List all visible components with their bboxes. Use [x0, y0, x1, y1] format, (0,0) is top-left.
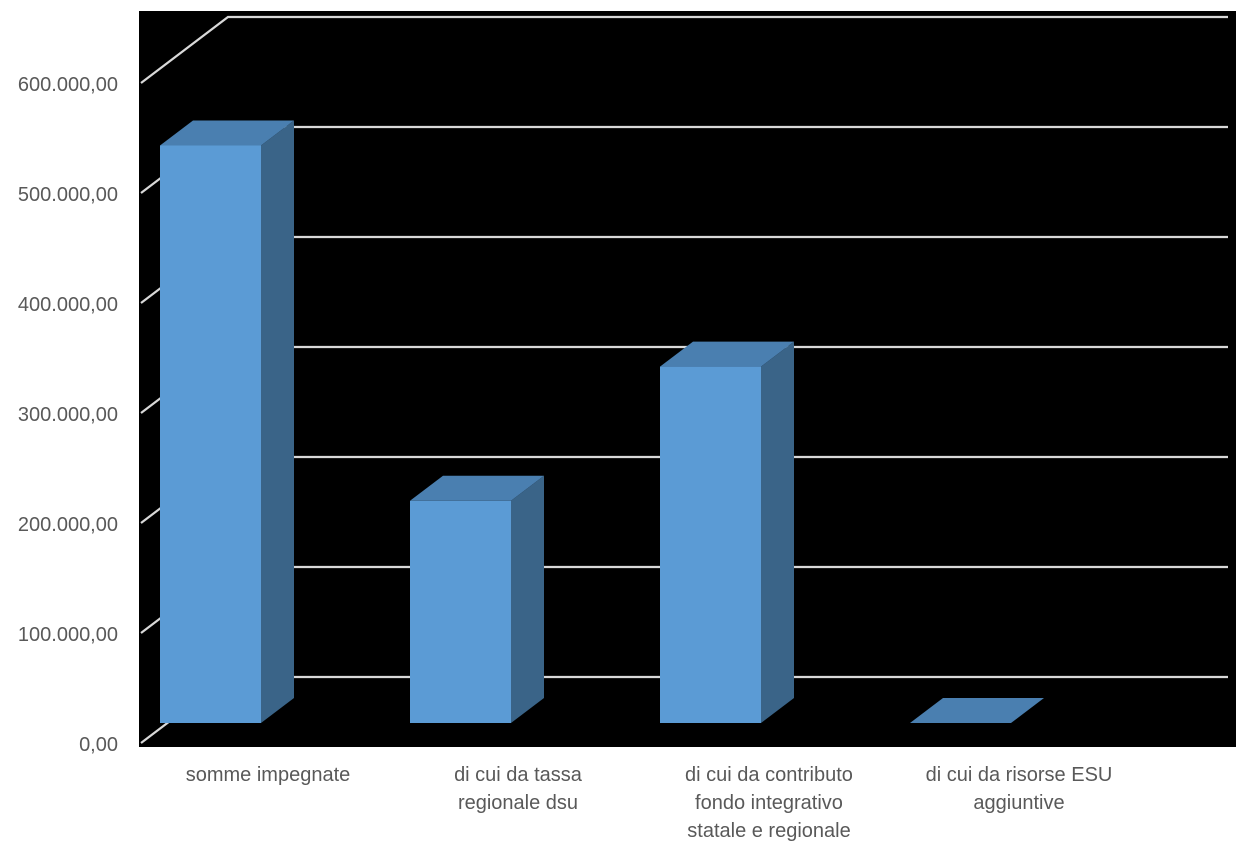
y-tick-label: 600.000,00	[18, 74, 118, 96]
bar	[660, 341, 794, 723]
x-tick-label-line: di cui da contributo	[685, 764, 853, 786]
x-tick-label: di cui da tassa regionale dsu	[454, 764, 583, 814]
x-tick-label: di cui da contributo fondo integrativo sta…	[685, 764, 853, 842]
bar	[160, 120, 294, 723]
bar-top-face	[160, 120, 294, 146]
bar	[410, 475, 544, 723]
bar-front-face	[660, 366, 761, 723]
bar-top-face	[910, 698, 1044, 723]
gridline	[140, 15, 1228, 84]
x-axis-category-labels: somme impegnate di cui da tassa regionale …	[186, 764, 1113, 842]
bar-front-face	[410, 500, 511, 723]
x-tick-label-line: di cui da tassa	[454, 764, 583, 786]
bar-side-face	[761, 341, 794, 723]
x-tick-label-line: di cui da risorse ESU	[926, 764, 1113, 786]
y-tick-label: 500.000,00	[18, 184, 118, 206]
bar	[910, 698, 1044, 723]
x-tick-label-line: somme impegnate	[186, 764, 351, 786]
y-tick-label: 200.000,00	[18, 514, 118, 536]
x-tick-label-line: aggiuntive	[973, 792, 1064, 814]
bar-front-face	[160, 145, 261, 723]
bar-top-face	[410, 475, 544, 501]
y-axis-tick-labels: 0,00 100.000,00 200.000,00 300.000,00 400.00…	[18, 74, 118, 756]
bar-side-face	[261, 120, 294, 723]
x-tick-label: di cui da risorse ESU aggiuntive	[926, 764, 1113, 814]
bar-side-face	[511, 475, 544, 723]
x-tick-label-line: fondo integrativo	[695, 792, 843, 814]
y-tick-label: 100.000,00	[18, 624, 118, 646]
bar-top-face	[660, 341, 794, 367]
bars	[160, 120, 1044, 723]
x-tick-label-line: regionale dsu	[458, 792, 578, 814]
y-tick-label: 0,00	[79, 734, 118, 756]
y-tick-label: 400.000,00	[18, 294, 118, 316]
x-tick-label: somme impegnate	[186, 764, 351, 786]
y-tick-label: 300.000,00	[18, 404, 118, 426]
x-tick-label-line: statale e regionale	[687, 820, 850, 842]
